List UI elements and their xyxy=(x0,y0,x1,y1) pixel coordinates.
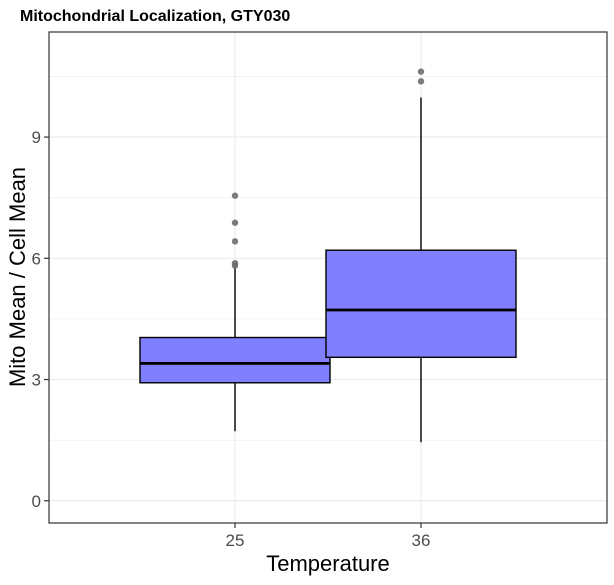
boxes xyxy=(139,68,517,443)
x-axis-label: Temperature xyxy=(266,551,390,576)
outlier-point xyxy=(231,259,239,267)
box-body xyxy=(325,249,517,359)
x-tick-label-36: 36 xyxy=(412,531,431,550)
y-tick-label-3: 3 xyxy=(32,371,41,390)
y-axis-label: Mito Mean / Cell Mean xyxy=(5,167,30,387)
outlier-point xyxy=(231,238,239,245)
y-tick-label-9: 9 xyxy=(32,128,41,147)
box-body xyxy=(139,336,331,384)
outlier-point xyxy=(231,219,239,226)
y-tick-label-0: 0 xyxy=(32,492,41,511)
chart-title: Mitochondrial Localization, GTY030 xyxy=(20,8,290,25)
outlier-point xyxy=(231,192,239,199)
box-25 xyxy=(139,192,331,432)
outlier-point xyxy=(417,68,425,75)
box-36 xyxy=(325,68,517,443)
outlier-point xyxy=(417,78,425,85)
panel-border xyxy=(48,31,608,524)
x-tick-label-25: 25 xyxy=(226,531,245,550)
y-tick-label-6: 6 xyxy=(32,249,41,268)
